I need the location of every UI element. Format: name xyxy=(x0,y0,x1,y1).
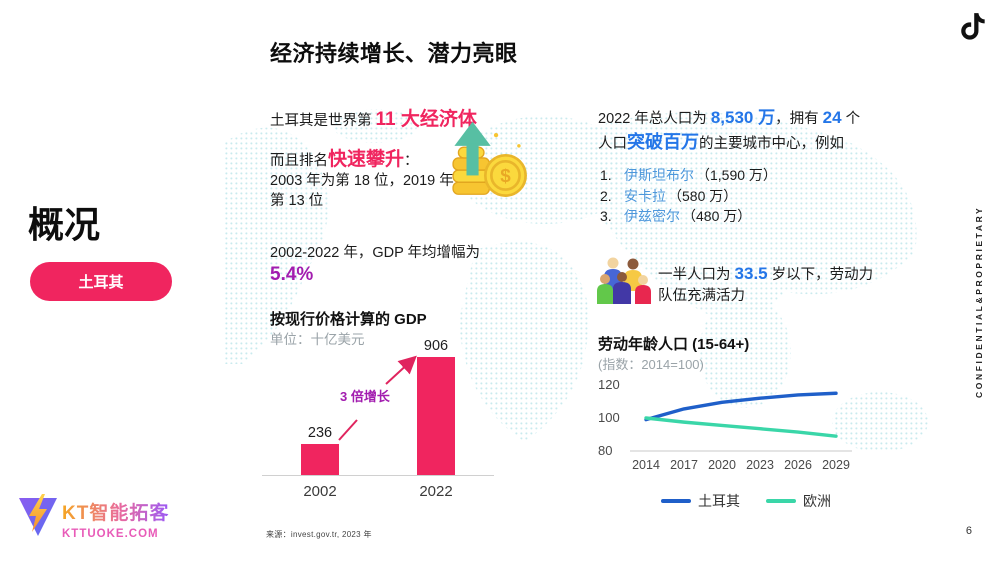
bar-value-label: 906 xyxy=(423,338,449,354)
y-tick-label: 120 xyxy=(598,377,620,392)
pop-text-1: 2022 年总人口为 xyxy=(598,111,711,127)
rank-climb-statement: 而且排名快速攀升： 2003 年为第 18 位，2019 年为 第 13 位 xyxy=(270,150,480,211)
line-chart-plot xyxy=(630,391,852,452)
list-item: 1. 伊斯坦布尔 （1,590 万） xyxy=(600,165,880,186)
bar-value-label: 236 xyxy=(307,425,333,442)
city-population: （480 万） xyxy=(682,208,752,224)
age-text-1: 一半人口为 xyxy=(658,267,735,283)
y-tick-label: 100 xyxy=(598,410,620,425)
bar xyxy=(417,357,455,475)
gdp-growth-statement: 2002-2022 年，GDP 年均增幅为 xyxy=(270,245,481,261)
line-chart-legend: 土耳其 欧洲 xyxy=(628,491,864,511)
x-tick-label: 2029 xyxy=(822,458,850,472)
climb-colon: ： xyxy=(404,153,419,169)
x-tick-label: 2014 xyxy=(632,458,660,472)
age-statement: 一半人口为 33.5 岁以下，劳动力 队伍充满活力 xyxy=(658,263,888,307)
x-tick-label: 2017 xyxy=(670,458,698,472)
city-population: （1,590 万） xyxy=(696,167,777,183)
climb-highlight: 快速攀升 xyxy=(328,149,405,170)
brand-website: KTTUOKE.COM xyxy=(62,528,159,540)
labor-line-chart: 120 100 80 2014 2017 2020 2023 2026 2029 土耳其 欧洲 xyxy=(598,370,870,520)
city-index: 2. xyxy=(600,187,612,204)
page-title: 经济持续增长、潜力亮眼 xyxy=(270,41,518,66)
kt-lightning-triangle-icon xyxy=(19,494,57,536)
city-name: 伊兹密尔 xyxy=(624,208,680,224)
world-map-dotted-background xyxy=(225,109,928,452)
line-chart-subtitle: (指数：2014=100) xyxy=(598,357,704,372)
pop-text-4: 人口 xyxy=(598,136,627,152)
pop-million-highlight: 突破百万 xyxy=(627,132,699,152)
bar-column: 236 xyxy=(262,425,378,475)
series-line-土耳其 xyxy=(644,391,838,422)
rank-prefix: 土耳其是世界第 xyxy=(270,113,376,129)
page-number: 6 xyxy=(965,525,972,537)
gdp-bar-categories: 2002 2022 xyxy=(262,476,494,500)
gdp-bar-chart: 3 倍增长 236 906 2002 2022 xyxy=(262,334,494,500)
bar-category-label: 2002 xyxy=(303,483,337,500)
median-age: 33.5 xyxy=(734,264,768,283)
bar-chart-unit: 单位：十亿美元 xyxy=(270,332,365,347)
coins-growth-icon: $ xyxy=(452,121,527,197)
x-tick-label: 2023 xyxy=(746,458,774,472)
section-title: 概况 xyxy=(28,204,101,245)
city-name: 伊斯坦布尔 xyxy=(624,167,694,183)
gdp-growth-rate: 5.4% xyxy=(270,264,314,285)
svg-text:$: $ xyxy=(500,165,511,186)
list-item: 3. 伊兹密尔 （480 万） xyxy=(600,206,880,227)
pop-city-count: 24 xyxy=(822,108,842,127)
x-tick-label: 2020 xyxy=(708,458,736,472)
bar-column: 906 xyxy=(378,338,494,475)
bar-chart-title: 按现行价格计算的 GDP xyxy=(270,311,427,328)
legend-label: 欧洲 xyxy=(803,493,831,509)
brand-name: KT智能拓客 xyxy=(62,498,169,525)
gdp-bars-area: 3 倍增长 236 906 xyxy=(262,334,494,476)
brand-logo: KT智能拓客 KTTUOKE.COM xyxy=(18,492,169,540)
age-text-3: 队伍充满活力 xyxy=(658,288,745,304)
climb-prefix: 而且排名 xyxy=(270,153,328,169)
legend-line-swatch xyxy=(766,499,796,503)
pop-text-3: 个 xyxy=(841,111,861,127)
line-chart-x-axis: 2014 2017 2020 2023 2026 2029 xyxy=(598,458,870,474)
x-tick-label: 2026 xyxy=(784,458,812,472)
source-note: 来源：invest.gov.tr, 2023 年 xyxy=(266,530,372,539)
y-tick-label: 80 xyxy=(598,443,613,458)
legend-item: 土耳其 xyxy=(661,491,740,511)
legend-label: 土耳其 xyxy=(698,493,740,509)
line-chart-title: 劳动年龄人口 (15-64+) xyxy=(598,336,750,353)
confidential-watermark: CONFIDENTIAL&PROPRIETARY xyxy=(974,205,984,398)
tiktok-icon xyxy=(961,13,985,40)
country-badge-label: 土耳其 xyxy=(78,274,124,291)
line-chart-y-axis: 120 100 80 xyxy=(598,370,626,458)
legend-line-swatch xyxy=(661,499,691,503)
bar xyxy=(301,444,339,475)
population-statement: 2022 年总人口为 8,530 万，拥有 24 个 人口突破百万的主要城市中心… xyxy=(598,106,888,156)
pop-total: 8,530 万 xyxy=(710,108,776,127)
bar-category-label: 2022 xyxy=(419,483,453,500)
rank-highlight: 11 大经济体 xyxy=(375,109,477,130)
series-line-欧洲 xyxy=(644,416,838,438)
city-population: （580 万） xyxy=(668,187,738,204)
climb-line2: 2003 年为第 18 位，2019 年为 xyxy=(270,173,469,189)
pop-text-5: 的主要城市中心，例如 xyxy=(699,136,844,152)
pop-text-2: ，拥有 xyxy=(775,111,823,127)
country-badge: 土耳其 xyxy=(30,262,172,301)
legend-item: 欧洲 xyxy=(766,491,831,511)
rank-statement: 土耳其是世界第 11 大经济体 xyxy=(270,110,477,131)
city-index: 3. xyxy=(600,208,612,224)
city-index: 1. xyxy=(600,167,612,183)
growth-annotation: 3 倍增长 xyxy=(340,389,390,404)
city-list: 1. 伊斯坦布尔 （1,590 万） 2. 安卡拉 （580 万） 3. 伊兹密… xyxy=(600,165,880,227)
city-name: 安卡拉 xyxy=(624,187,666,204)
age-text-2: 岁以下，劳动力 xyxy=(767,267,874,283)
climb-line3: 第 13 位 xyxy=(270,193,324,209)
list-item: 2. 安卡拉 （580 万） xyxy=(600,186,880,207)
crowd-people-icon xyxy=(597,257,651,304)
